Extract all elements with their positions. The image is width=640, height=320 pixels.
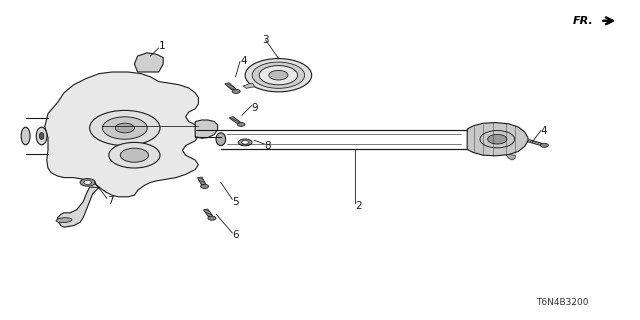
Circle shape	[245, 59, 312, 92]
Circle shape	[80, 179, 95, 186]
Text: 7: 7	[107, 196, 113, 206]
Text: 4: 4	[240, 56, 246, 67]
Circle shape	[200, 184, 209, 188]
Circle shape	[488, 134, 507, 144]
Circle shape	[269, 70, 288, 80]
Circle shape	[90, 110, 160, 146]
Text: 2: 2	[355, 201, 362, 212]
Text: 3: 3	[262, 35, 269, 45]
Circle shape	[242, 141, 248, 144]
Circle shape	[540, 143, 548, 147]
Circle shape	[259, 66, 298, 85]
Text: 6: 6	[232, 230, 239, 240]
Circle shape	[238, 139, 252, 146]
Polygon shape	[204, 209, 212, 217]
Circle shape	[115, 123, 134, 133]
Ellipse shape	[40, 132, 44, 140]
Polygon shape	[58, 187, 99, 227]
Polygon shape	[506, 155, 515, 160]
Polygon shape	[527, 140, 542, 145]
Circle shape	[102, 117, 147, 139]
Polygon shape	[195, 120, 218, 138]
Text: FR.: FR.	[573, 16, 593, 27]
Ellipse shape	[216, 133, 226, 146]
Text: 1: 1	[159, 41, 165, 52]
Polygon shape	[134, 53, 163, 72]
Text: 8: 8	[264, 141, 271, 151]
Text: T6N4B3200: T6N4B3200	[536, 298, 589, 307]
Text: 9: 9	[252, 103, 258, 113]
Polygon shape	[467, 123, 528, 156]
Polygon shape	[243, 84, 255, 88]
Polygon shape	[198, 177, 205, 185]
Circle shape	[109, 142, 160, 168]
Ellipse shape	[56, 218, 72, 223]
Circle shape	[252, 62, 305, 88]
Polygon shape	[225, 83, 236, 90]
Ellipse shape	[36, 127, 47, 145]
Circle shape	[208, 216, 216, 220]
Circle shape	[232, 89, 240, 93]
Ellipse shape	[21, 127, 30, 145]
Polygon shape	[45, 72, 198, 197]
Text: 5: 5	[232, 196, 239, 207]
Circle shape	[237, 123, 245, 126]
Circle shape	[120, 148, 148, 162]
Polygon shape	[229, 116, 241, 124]
Circle shape	[84, 180, 92, 184]
Text: 4: 4	[541, 125, 547, 136]
